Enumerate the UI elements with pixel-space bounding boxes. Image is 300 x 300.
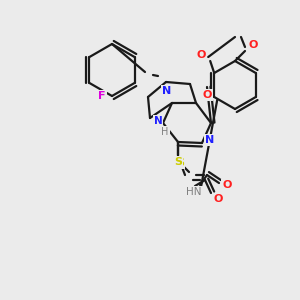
- Text: O: O: [248, 40, 258, 50]
- Text: O: O: [213, 194, 223, 204]
- Text: F: F: [98, 91, 106, 101]
- Text: N: N: [154, 116, 162, 126]
- Text: S: S: [174, 157, 182, 167]
- Text: O: O: [222, 180, 232, 190]
- Text: N: N: [162, 86, 172, 96]
- Text: HN: HN: [186, 187, 202, 197]
- Text: S: S: [176, 158, 184, 168]
- Text: O: O: [196, 50, 206, 60]
- Text: H: H: [161, 127, 169, 137]
- Text: O: O: [202, 90, 212, 100]
- Text: N: N: [206, 135, 214, 145]
